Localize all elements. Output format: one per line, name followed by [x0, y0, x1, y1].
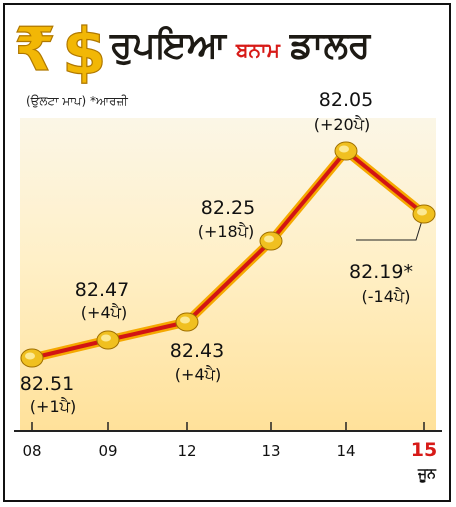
- x-tick-label: 12: [177, 442, 196, 460]
- data-change-label: (+4ਪੈ): [175, 365, 221, 384]
- title-dollar: ਡਾਲਰ: [289, 25, 371, 66]
- x-tick-label: 09: [98, 442, 117, 460]
- data-value-label: 82.19*: [349, 261, 413, 283]
- x-axis-unit: ਜੂਨ: [418, 466, 436, 482]
- data-point-highlight: [339, 145, 349, 153]
- x-tick-label: 08: [22, 442, 41, 460]
- data-point-highlight: [180, 316, 190, 324]
- rupee-dollar-logo: ₹ $: [13, 14, 107, 84]
- x-tick-label: 15: [411, 439, 437, 461]
- title-rupee: ਰੁਪਇਆ: [110, 25, 226, 66]
- data-value-label: 82.47: [75, 279, 129, 301]
- series-line: [30, 149, 426, 360]
- data-value-label: 82.05: [319, 89, 373, 111]
- data-change-label: (-14ਪੈ): [362, 287, 411, 306]
- x-axis-line: [14, 430, 442, 432]
- data-point-highlight: [25, 352, 35, 360]
- x-tick-label: 13: [261, 442, 280, 460]
- chart-title: ਰੁਪਇਆ ਬਨਾਮ ਡਾਲਰ: [110, 20, 370, 72]
- rupee-icon: ₹: [14, 15, 56, 84]
- data-change-label: (+18ਪੈ): [198, 222, 255, 241]
- series-line-glow: [27, 146, 429, 363]
- data-point-highlight: [264, 235, 274, 243]
- data-change-label: (+4ਪੈ): [81, 303, 127, 322]
- x-tick-label: 14: [336, 442, 355, 460]
- data-value-label: 82.25: [201, 197, 255, 219]
- data-point-highlight: [417, 208, 427, 216]
- title-versus: ਬਨਾਮ: [236, 38, 280, 62]
- data-change-label: (+1ਪੈ): [30, 397, 76, 416]
- scale-note: (ਉਲਟਾ ਮਾਪ) *ਆਰਜ਼ੀ: [26, 94, 128, 108]
- data-point-highlight: [101, 334, 111, 342]
- dollar-icon: $: [62, 16, 107, 84]
- data-value-label: 82.43: [170, 340, 224, 362]
- data-value-label: 82.51: [20, 373, 74, 395]
- data-change-label: (+20ਪੈ): [314, 115, 371, 134]
